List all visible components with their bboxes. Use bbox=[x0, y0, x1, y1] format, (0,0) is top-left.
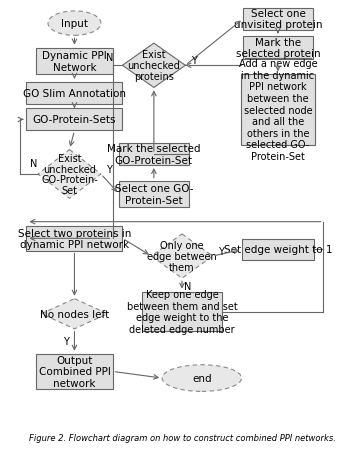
Text: GO Slim Annotation: GO Slim Annotation bbox=[23, 88, 126, 99]
Bar bbox=[36, 354, 112, 389]
Text: Select two proteins in
dynamic PPI network: Select two proteins in dynamic PPI netwo… bbox=[18, 228, 131, 249]
Text: Dynamic PPI
Network: Dynamic PPI Network bbox=[42, 51, 107, 73]
Text: Y: Y bbox=[218, 246, 224, 256]
Bar bbox=[241, 75, 315, 146]
Text: Keep one edge
between them and set
edge weight to the
deleted edge number: Keep one edge between them and set edge … bbox=[127, 290, 237, 334]
Text: N: N bbox=[184, 281, 191, 292]
Ellipse shape bbox=[162, 365, 242, 391]
Bar bbox=[242, 239, 313, 261]
Bar bbox=[119, 143, 189, 166]
Polygon shape bbox=[38, 150, 101, 199]
Text: Select one
unvisited protein: Select one unvisited protein bbox=[234, 9, 322, 30]
Text: Exist
unchecked
proteins: Exist unchecked proteins bbox=[127, 51, 180, 82]
Text: N: N bbox=[31, 159, 38, 169]
Text: Mark the
selected protein: Mark the selected protein bbox=[236, 37, 320, 59]
Polygon shape bbox=[151, 235, 213, 279]
Text: Figure 2. Flowchart diagram on how to construct combined PPI networks.: Figure 2. Flowchart diagram on how to co… bbox=[28, 433, 336, 442]
Bar bbox=[119, 181, 189, 208]
Text: Add a new edge
in the dynamic
PPI network
between the
selected node
and all the
: Add a new edge in the dynamic PPI networ… bbox=[239, 59, 317, 162]
Bar bbox=[243, 37, 313, 60]
Text: Select one GO-
Protein-Set: Select one GO- Protein-Set bbox=[115, 184, 193, 205]
Text: Output
Combined PPI
network: Output Combined PPI network bbox=[39, 355, 110, 388]
Text: N: N bbox=[106, 53, 113, 63]
Bar bbox=[27, 226, 122, 251]
Text: GO-Protein-Sets: GO-Protein-Sets bbox=[33, 115, 116, 125]
Text: Set edge weight to 1: Set edge weight to 1 bbox=[224, 245, 332, 255]
Text: Mark the selected
GO-Protein-Set: Mark the selected GO-Protein-Set bbox=[107, 144, 201, 166]
Ellipse shape bbox=[48, 12, 101, 36]
Bar bbox=[27, 83, 122, 105]
Bar bbox=[142, 292, 222, 332]
Bar bbox=[243, 9, 313, 31]
Polygon shape bbox=[41, 299, 107, 329]
Bar bbox=[36, 48, 112, 75]
Text: Input: Input bbox=[61, 19, 88, 29]
Polygon shape bbox=[122, 44, 185, 88]
Text: No nodes left: No nodes left bbox=[40, 309, 109, 319]
Bar bbox=[27, 109, 122, 131]
Text: Exist
unchecked
GO-Protein-
Set: Exist unchecked GO-Protein- Set bbox=[41, 153, 98, 196]
Text: Only one
edge between
them: Only one edge between them bbox=[147, 241, 217, 272]
Text: end: end bbox=[192, 373, 212, 383]
Text: Y: Y bbox=[63, 336, 69, 346]
Text: Y: Y bbox=[106, 164, 112, 174]
Text: Y: Y bbox=[191, 56, 197, 66]
